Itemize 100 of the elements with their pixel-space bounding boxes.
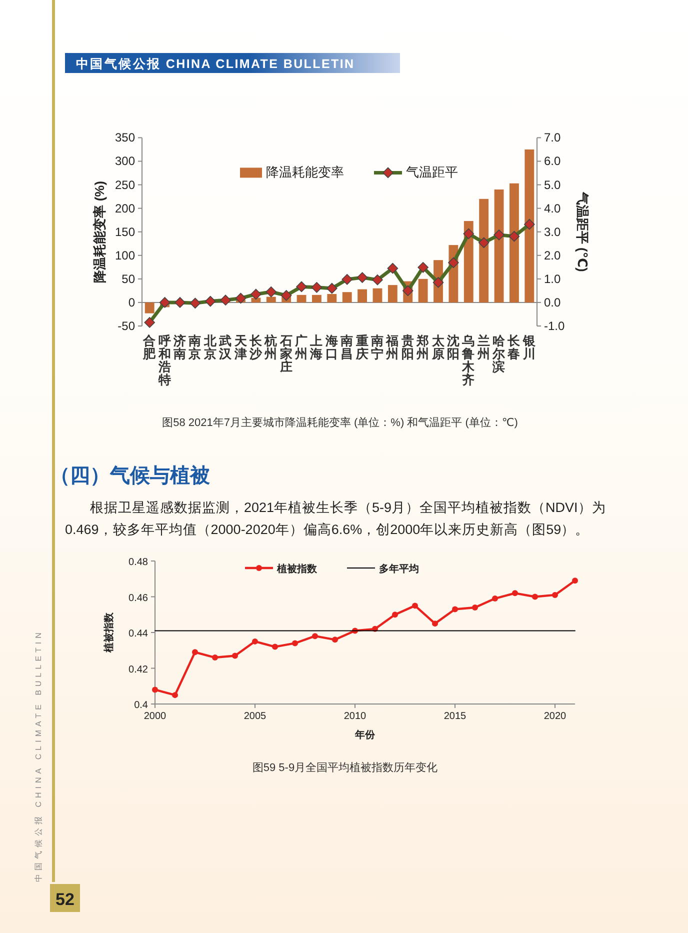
point xyxy=(312,633,318,640)
y-tick-label: 300 xyxy=(114,154,136,168)
point xyxy=(412,602,418,609)
x-tick-label: 重庆 xyxy=(354,333,369,361)
bar xyxy=(266,296,276,302)
x-tick-label: 长春 xyxy=(506,334,522,361)
point xyxy=(452,606,458,612)
x-tick-label: 兰州 xyxy=(476,333,490,361)
x-tick-label: 太原 xyxy=(430,334,446,361)
legend-label: 降温耗能变率 xyxy=(266,164,344,180)
legend-label: 气温距平 xyxy=(406,164,458,180)
legend-label: 植被指数 xyxy=(276,563,318,575)
point xyxy=(432,620,438,627)
point xyxy=(204,296,216,307)
bar xyxy=(144,302,154,314)
point xyxy=(332,636,338,643)
x-tick-label: 南京 xyxy=(188,334,202,361)
x-tick-label: 长沙 xyxy=(248,334,264,361)
point xyxy=(272,644,278,650)
point xyxy=(432,277,444,288)
point xyxy=(356,272,368,283)
legend-label: 多年平均 xyxy=(379,563,419,575)
y-tick-label: 250 xyxy=(114,178,136,192)
y-tick-label: 0 xyxy=(128,295,136,310)
y-tick-label: 0.46 xyxy=(128,592,148,604)
point xyxy=(192,649,198,656)
x-tick-label: 2010 xyxy=(344,711,367,722)
x-tick-label: 哈尔滨 xyxy=(492,334,507,374)
point xyxy=(402,285,414,296)
caption: 图59 5-9月全国平均植被指数历年变化 xyxy=(252,761,438,774)
y-tick-label: 100 xyxy=(114,248,136,262)
point xyxy=(478,237,490,248)
bar xyxy=(296,294,306,302)
y-tick-label: 50 xyxy=(122,272,136,286)
point xyxy=(342,274,352,285)
bar xyxy=(524,149,534,302)
x-tick-label: 2020 xyxy=(544,711,567,722)
point xyxy=(387,262,398,274)
x-tick-label: 郑州 xyxy=(416,334,430,361)
y-tick-label: 0.44 xyxy=(128,628,148,640)
point xyxy=(463,228,474,240)
text: 52 xyxy=(56,890,74,909)
point xyxy=(159,297,170,308)
y2-tick-label: 3.0 xyxy=(544,224,562,239)
point xyxy=(232,652,238,659)
chart-title: （四）气候与植被 xyxy=(50,464,211,487)
point xyxy=(174,297,186,308)
point xyxy=(144,317,155,328)
bar xyxy=(312,294,322,302)
point xyxy=(292,640,298,646)
chart-subtitle: 根据卫星遥感数据监测，2021年植被生长季（5-9月）全国平均植被指数（NDVI）为0.469，较多年平均值（2000-2020年）偏高6.6%，创2000年以来历史新高（图59）。 xyxy=(65,499,607,539)
x-tick-label: 武汉 xyxy=(218,334,234,361)
y2-tick-label: -1.0 xyxy=(544,319,566,333)
x-tick-label: 上海 xyxy=(309,334,324,361)
point xyxy=(296,281,307,292)
y-tick-label: 200 xyxy=(114,201,136,216)
x-tick-label: 杭州 xyxy=(264,333,278,361)
point xyxy=(235,292,246,304)
y-tick-label: 0.4 xyxy=(134,700,148,711)
x-tick-label: 天津 xyxy=(233,334,248,361)
caption: 图58 2021年7月主要城市降温耗能变率 (单位：%) 和气温距平 (单位：℃) xyxy=(162,416,518,429)
bar xyxy=(510,183,519,302)
point xyxy=(494,230,504,240)
point xyxy=(508,230,520,242)
y-axis-title: 植被指数 xyxy=(103,612,115,654)
point xyxy=(532,594,538,600)
x-tick-label: 南昌 xyxy=(340,334,354,361)
x-tick-label: 南宁 xyxy=(370,334,384,361)
point xyxy=(250,288,262,300)
y2-tick-label: 5.0 xyxy=(544,178,562,192)
bar xyxy=(372,288,382,302)
y-tick-label: 0.48 xyxy=(128,557,148,568)
x-axis-title: 年份 xyxy=(354,729,376,741)
x-tick-label: 银川 xyxy=(522,334,537,361)
y-tick-label: 350 xyxy=(114,130,136,145)
bar xyxy=(342,292,352,302)
y2-tick-label: 4.0 xyxy=(544,201,562,216)
x-tick-label: 呼和浩特 xyxy=(157,333,172,387)
x-tick-label: 2000 xyxy=(144,711,167,722)
point xyxy=(152,686,158,693)
x-tick-label: 乌鲁木齐 xyxy=(461,334,476,387)
point xyxy=(418,262,428,273)
point xyxy=(326,282,338,294)
point xyxy=(492,596,498,602)
point xyxy=(280,290,292,301)
bar xyxy=(494,189,504,302)
point xyxy=(172,692,178,698)
point xyxy=(392,612,398,618)
x-tick-label: 2015 xyxy=(444,711,467,722)
x-tick-label: 沈阳 xyxy=(446,334,460,361)
point xyxy=(552,592,558,598)
y2-tick-label: 0.0 xyxy=(544,295,562,310)
y-tick-label: 150 xyxy=(114,224,136,239)
point xyxy=(311,282,322,293)
point xyxy=(252,638,258,644)
y-tick-label: -50 xyxy=(118,319,136,333)
point xyxy=(572,578,578,584)
y2-tick-label: 7.0 xyxy=(544,130,562,145)
bar xyxy=(358,289,367,302)
x-tick-label: 贵阳 xyxy=(400,333,414,361)
